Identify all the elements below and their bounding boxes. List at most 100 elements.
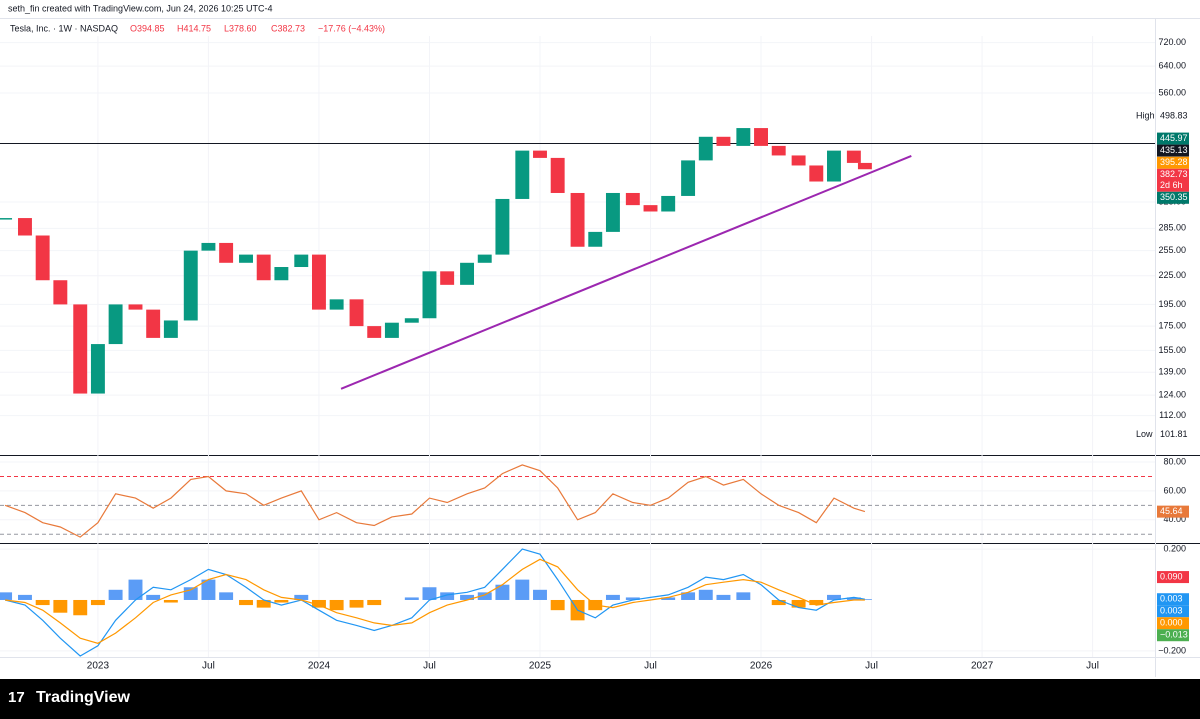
candle <box>73 304 88 394</box>
candle <box>294 254 309 268</box>
histogram-bar <box>550 599 565 611</box>
histogram-bar <box>239 599 253 606</box>
candle <box>588 231 603 247</box>
y-tick-label: 195.00 <box>1158 299 1186 309</box>
candle <box>239 254 253 263</box>
marker-box <box>1157 132 1189 145</box>
candle <box>736 128 751 146</box>
y-tick-label: 640.00 <box>1158 61 1186 71</box>
credit: seth_fin created with TradingView.com, J… <box>8 3 273 13</box>
marker-label: −0.013 <box>1160 630 1188 640</box>
y-tick-label: −0.200 <box>1158 645 1186 655</box>
y-tick-label: 112.00 <box>1159 410 1186 420</box>
histogram-bar <box>294 594 309 600</box>
histogram-bar <box>477 592 492 600</box>
histogram-bar <box>163 599 178 603</box>
x-tick-label: 2025 <box>529 661 552 672</box>
marker-tag: Low <box>1136 429 1153 439</box>
marker-label: 0.003 <box>1160 606 1183 616</box>
x-tick-label: Jul <box>644 661 657 672</box>
marker-label: 350.35 <box>1160 192 1188 202</box>
x-tick-label: 2027 <box>971 661 994 672</box>
x-tick-label: 2026 <box>750 661 773 672</box>
y-tick-label: 139.00 <box>1158 367 1186 377</box>
histogram-bar <box>698 589 713 600</box>
candle <box>791 155 806 166</box>
candle <box>422 271 437 319</box>
footer <box>0 679 1200 719</box>
marker-box <box>1157 156 1189 169</box>
candle <box>698 136 713 161</box>
marker-box <box>1157 179 1189 192</box>
candle <box>533 150 547 158</box>
ohlc-value: C382.73 <box>271 23 305 33</box>
candle <box>716 136 731 146</box>
y-tick-label: 175.00 <box>1158 320 1186 330</box>
ohlc-value: H414.75 <box>177 23 211 33</box>
candle <box>329 299 344 310</box>
y-tick-label: 40.00 <box>1163 514 1186 524</box>
y-tick-label: 60.00 <box>1163 485 1186 495</box>
marker-box <box>1157 144 1189 157</box>
histogram-bar <box>422 587 437 600</box>
candle <box>404 318 419 323</box>
marker-note: 2d 6h <box>1160 180 1183 190</box>
y-tick-label: 255.00 <box>1158 245 1186 255</box>
x-tick-label: 2024 <box>308 661 331 672</box>
candle <box>219 242 234 263</box>
separator <box>0 18 1200 19</box>
x-tick-label: Jul <box>202 661 215 672</box>
histogram-bar <box>460 594 475 600</box>
candle <box>827 150 841 182</box>
ohlc-value: −17.76 (−4.43%) <box>318 23 385 33</box>
candle <box>274 267 289 281</box>
candle <box>201 242 216 251</box>
ohlc-value: O394.85 <box>130 23 165 33</box>
marker-box <box>1157 505 1189 518</box>
candle <box>256 254 271 281</box>
candle <box>35 235 50 281</box>
histogram-bar <box>311 599 326 608</box>
histogram-bar <box>128 579 143 600</box>
histogram-bar <box>771 599 786 606</box>
candle <box>108 304 123 345</box>
ohlc-value: L378.60 <box>224 23 257 33</box>
histogram-bar <box>146 594 161 600</box>
histogram-bar <box>661 597 676 600</box>
histogram-bar <box>18 594 32 600</box>
x-tick-label: Jul <box>1086 661 1099 672</box>
histogram-bar <box>846 597 861 600</box>
marker-box <box>1157 191 1189 204</box>
candle <box>146 309 161 338</box>
histogram-bar <box>329 599 344 611</box>
histogram-bar <box>90 599 105 606</box>
marker-box <box>1157 110 1189 123</box>
candle <box>846 150 861 163</box>
marker-box <box>1157 168 1189 181</box>
candle <box>643 205 658 212</box>
histogram-bar <box>605 594 620 600</box>
x-tick-label: 2023 <box>87 661 110 672</box>
candle <box>128 304 143 310</box>
histogram-bar <box>625 597 640 600</box>
candle <box>495 198 510 255</box>
symbol: Tesla, Inc. · 1W · NASDAQ <box>10 23 118 33</box>
candle <box>367 326 382 338</box>
histogram-bar <box>533 589 547 600</box>
candle <box>625 192 640 206</box>
candle <box>18 218 32 236</box>
trendline <box>340 155 912 390</box>
histogram-bar <box>349 599 364 608</box>
candle <box>477 254 492 263</box>
candle <box>550 157 565 193</box>
marker-box <box>1157 428 1189 441</box>
histogram-bar <box>0 592 13 600</box>
y-tick-label: 0.200 <box>1163 543 1186 553</box>
marker-box <box>1157 617 1189 630</box>
histogram-bar <box>681 592 696 600</box>
candle <box>754 128 768 146</box>
candle <box>384 322 399 338</box>
candle <box>515 150 530 199</box>
marker-label: 0.090 <box>1160 571 1183 581</box>
